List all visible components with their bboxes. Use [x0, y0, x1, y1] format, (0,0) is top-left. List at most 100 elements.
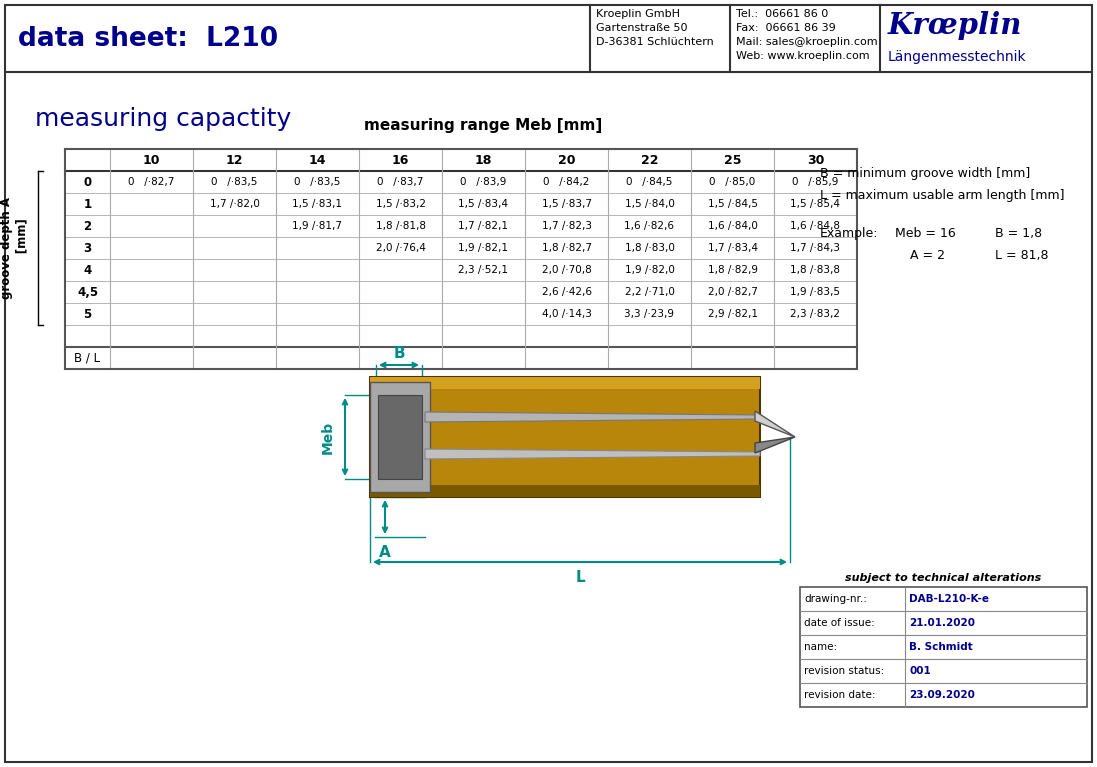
Text: 1,5 /‧84,0: 1,5 /‧84,0 [624, 199, 675, 209]
Text: 1,9 /‧82,0: 1,9 /‧82,0 [624, 265, 675, 275]
Text: 4,0 /‧14,3: 4,0 /‧14,3 [542, 309, 591, 319]
Text: 20: 20 [557, 153, 575, 166]
Text: 1,7 /‧82,3: 1,7 /‧82,3 [542, 221, 591, 231]
Text: Example:: Example: [819, 227, 879, 240]
Bar [370, 377, 760, 389]
Text: Mail: sales@kroeplin.com: Mail: sales@kroeplin.com [736, 37, 878, 47]
Text: 1,5 /‧83,4: 1,5 /‧83,4 [459, 199, 509, 209]
Text: DAB-L210-K-e: DAB-L210-K-e [909, 594, 989, 604]
Text: Längenmesstechnik: Längenmesstechnik [887, 50, 1027, 64]
Text: groove depth A
      [mm]: groove depth A [mm] [0, 197, 29, 299]
Text: 1,9 /‧83,5: 1,9 /‧83,5 [791, 287, 840, 297]
Text: 2: 2 [83, 219, 91, 232]
Text: 22: 22 [641, 153, 658, 166]
Text: 1,8 /‧82,7: 1,8 /‧82,7 [542, 243, 591, 253]
Text: Krœplin: Krœplin [887, 11, 1022, 40]
Text: 0   /‧85,9: 0 /‧85,9 [792, 177, 839, 187]
Text: 1,6 /‧82,6: 1,6 /‧82,6 [624, 221, 675, 231]
Text: D-36381 Schlüchtern: D-36381 Schlüchtern [596, 37, 714, 47]
Text: 14: 14 [308, 153, 326, 166]
Text: 1: 1 [83, 197, 91, 210]
Bar [370, 382, 430, 492]
Text: Fax:  06661 86 39: Fax: 06661 86 39 [736, 23, 836, 33]
Text: 0   /‧83,9: 0 /‧83,9 [461, 177, 507, 187]
Text: Kroeplin GmbH: Kroeplin GmbH [596, 9, 680, 19]
Text: data sheet:  L210: data sheet: L210 [18, 25, 279, 51]
Polygon shape [755, 411, 795, 437]
Text: date of issue:: date of issue: [804, 618, 874, 628]
Text: 1,8 /‧83,8: 1,8 /‧83,8 [791, 265, 840, 275]
Text: 2,3 /‧83,2: 2,3 /‧83,2 [791, 309, 840, 319]
Bar [800, 587, 1087, 707]
Text: 23.09.2020: 23.09.2020 [909, 690, 975, 700]
Text: measuring capactity: measuring capactity [35, 107, 291, 131]
Text: 1,5 /‧85,4: 1,5 /‧85,4 [791, 199, 840, 209]
Text: B / L: B / L [75, 351, 101, 364]
Text: 4: 4 [83, 264, 92, 276]
Text: 12: 12 [226, 153, 244, 166]
Text: A = 2: A = 2 [911, 249, 945, 262]
Text: L: L [575, 570, 585, 585]
Text: B = minimum groove width [mm]: B = minimum groove width [mm] [819, 167, 1030, 180]
Text: Gartenstraße 50: Gartenstraße 50 [596, 23, 688, 33]
Text: drawing-nr.:: drawing-nr.: [804, 594, 867, 604]
Text: 1,5 /‧83,1: 1,5 /‧83,1 [293, 199, 342, 209]
Text: 1,5 /‧83,7: 1,5 /‧83,7 [542, 199, 591, 209]
Text: 1,6 /‧84,8: 1,6 /‧84,8 [791, 221, 840, 231]
Text: 1,8 /‧83,0: 1,8 /‧83,0 [624, 243, 675, 253]
Text: 0: 0 [83, 176, 91, 189]
Text: 1,8 /‧82,9: 1,8 /‧82,9 [708, 265, 758, 275]
Text: 2,9 /‧82,1: 2,9 /‧82,1 [708, 309, 758, 319]
Text: 2,3 /‧52,1: 2,3 /‧52,1 [459, 265, 509, 275]
Text: 0   /‧84,5: 0 /‧84,5 [626, 177, 672, 187]
Text: B. Schmidt: B. Schmidt [909, 642, 973, 652]
Text: 3: 3 [83, 242, 91, 255]
Text: 1,8 /‧81,8: 1,8 /‧81,8 [375, 221, 426, 231]
Bar [378, 395, 422, 479]
Text: 18: 18 [475, 153, 493, 166]
Text: 3,3 /‧23,9: 3,3 /‧23,9 [624, 309, 675, 319]
Text: revision date:: revision date: [804, 690, 875, 700]
Text: 30: 30 [806, 153, 824, 166]
Text: 4,5: 4,5 [77, 285, 98, 298]
Text: 2,0 /‧76,4: 2,0 /‧76,4 [375, 243, 426, 253]
Text: 0   /‧85,0: 0 /‧85,0 [710, 177, 756, 187]
Text: 0   /‧83,7: 0 /‧83,7 [377, 177, 423, 187]
Text: 5: 5 [83, 308, 92, 321]
Polygon shape [425, 449, 760, 459]
Text: L = maximum usable arm length [mm]: L = maximum usable arm length [mm] [819, 189, 1064, 202]
Bar [370, 377, 760, 497]
Text: B = 1,8: B = 1,8 [995, 227, 1042, 240]
Text: 1,7 /‧82,1: 1,7 /‧82,1 [459, 221, 509, 231]
Text: 0   /‧84,2: 0 /‧84,2 [543, 177, 590, 187]
Text: subject to technical alterations: subject to technical alterations [846, 573, 1042, 583]
Text: 1,9 /‧81,7: 1,9 /‧81,7 [293, 221, 342, 231]
Text: 1,5 /‧84,5: 1,5 /‧84,5 [708, 199, 758, 209]
Text: 2,0 /‧70,8: 2,0 /‧70,8 [542, 265, 591, 275]
Text: 2,2 /‧71,0: 2,2 /‧71,0 [624, 287, 675, 297]
Text: 0   /‧83,5: 0 /‧83,5 [212, 177, 258, 187]
Text: 001: 001 [909, 666, 930, 676]
Text: revision status:: revision status: [804, 666, 884, 676]
Text: 2,0 /‧82,7: 2,0 /‧82,7 [708, 287, 757, 297]
Text: 0   /‧83,5: 0 /‧83,5 [294, 177, 341, 187]
Text: 25: 25 [724, 153, 742, 166]
Text: Meb = 16: Meb = 16 [895, 227, 955, 240]
Text: Meb: Meb [321, 420, 335, 453]
Text: 1,5 /‧83,2: 1,5 /‧83,2 [375, 199, 426, 209]
Text: 1,7 /‧84,3: 1,7 /‧84,3 [791, 243, 840, 253]
Text: name:: name: [804, 642, 837, 652]
Polygon shape [425, 412, 760, 422]
Text: 2,6 /‧42,6: 2,6 /‧42,6 [542, 287, 591, 297]
Text: measuring range Meb [mm]: measuring range Meb [mm] [364, 118, 602, 133]
Text: 1,6 /‧84,0: 1,6 /‧84,0 [708, 221, 757, 231]
Bar [370, 485, 760, 497]
Polygon shape [755, 437, 795, 453]
Text: 1,7 /‧82,0: 1,7 /‧82,0 [210, 199, 259, 209]
Text: 16: 16 [392, 153, 409, 166]
Text: A: A [380, 545, 391, 560]
Text: Web: www.kroeplin.com: Web: www.kroeplin.com [736, 51, 870, 61]
Text: Tel.:  06661 86 0: Tel.: 06661 86 0 [736, 9, 828, 19]
Text: 1,7 /‧83,4: 1,7 /‧83,4 [708, 243, 758, 253]
Text: 21.01.2020: 21.01.2020 [909, 618, 975, 628]
